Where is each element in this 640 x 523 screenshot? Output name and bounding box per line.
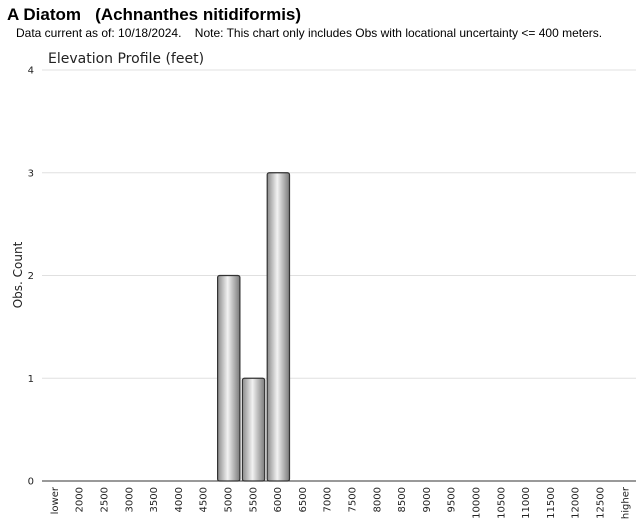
x-tick-label: 3000 [124,487,135,512]
data-note: Data current as of: 10/18/2024. Note: Th… [16,26,603,40]
page-title: A Diatom (Achnanthes nitidiformis) [7,5,302,24]
x-tick-label: 7000 [323,487,334,512]
x-tick-label: 8000 [372,487,383,512]
x-tick-label: 4500 [199,487,210,512]
y-axis-label: Obs. Count [11,241,25,308]
x-tick-label: 9500 [447,487,458,512]
x-ticks: lower 2000 2500 3000 3500 4000 4500 5000 5500 600… [50,486,631,519]
x-tick-label: 12000 [571,487,582,519]
bar-5500 [241,377,266,482]
y-ticks: 0 1 2 3 4 [28,66,34,488]
chart-title: Elevation Profile (feet) [48,51,204,67]
x-tick-label: 2500 [100,487,111,512]
bar-5000 [217,274,241,482]
x-tick-label: 8500 [397,487,408,512]
x-tick-label: 7500 [348,487,359,512]
y-tick-label: 3 [28,168,34,179]
x-tick-label: lower [50,486,61,514]
x-tick-label: 5000 [224,487,235,512]
x-tick-label: 3500 [149,487,160,512]
x-tick-label: 12500 [596,487,607,519]
bars [217,172,291,482]
x-tick-label: 10000 [472,487,483,519]
y-tick-label: 2 [28,271,34,282]
y-tick-label: 4 [28,66,34,77]
x-tick-label: 11000 [521,487,532,519]
x-tick-label: 9000 [422,487,433,512]
y-tick-label: 1 [28,374,34,385]
x-tick-label: 6500 [298,487,309,512]
x-tick-label: 6000 [273,487,284,512]
x-tick-label: 11500 [546,487,557,519]
x-tick-label: 2000 [75,487,86,512]
x-tick-label: higher [620,486,631,519]
x-tick-label: 5500 [248,487,259,512]
y-tick-label: 0 [28,477,34,488]
x-tick-label: 10500 [496,487,507,519]
bar-6000 [266,172,291,482]
grid-lines [42,69,636,482]
x-tick-label: 4000 [174,487,185,512]
